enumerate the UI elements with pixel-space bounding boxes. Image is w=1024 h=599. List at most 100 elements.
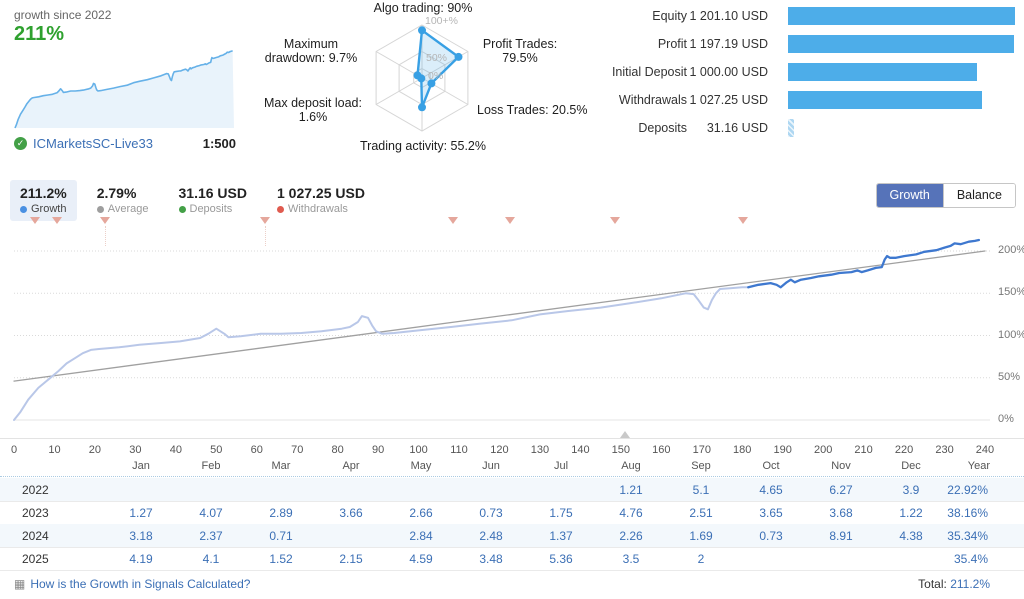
x-tick-label: 190 xyxy=(773,444,792,456)
withdrawal-marker-icon xyxy=(100,217,111,224)
withdrawal-marker-icon xyxy=(51,217,62,224)
growth-tab-button[interactable]: Growth xyxy=(876,184,943,207)
x-tick-label: 110 xyxy=(450,444,468,456)
x-tick-label: 20 xyxy=(88,444,102,456)
balance-tab-button[interactable]: Balance xyxy=(942,184,1015,207)
table-month-value: 2.51 xyxy=(689,506,713,520)
radar-tick-100: 100+% xyxy=(425,15,458,27)
table-year-label: 2025 xyxy=(22,552,49,566)
x-tick-label: 60 xyxy=(250,444,263,456)
table-month-value: 2 xyxy=(697,552,705,566)
table-month-value: 3.66 xyxy=(339,506,363,520)
growth-sparkline-chart xyxy=(14,49,234,129)
balance-bar-row-withdrawals: Withdrawals 1 027.25 USD xyxy=(600,91,1024,109)
table-month-value: 5.1 xyxy=(692,483,710,497)
withdrawal-marker-icon xyxy=(505,217,515,224)
table-month-value: 2.48 xyxy=(479,529,503,543)
table-year-label: 2022 xyxy=(22,483,49,497)
balance-bar-row-equity: Equity 1 201.10 USD xyxy=(600,7,1024,25)
leverage-value: 1:500 xyxy=(202,136,236,151)
y-tick-label: 150% xyxy=(998,286,1024,299)
bar-fill xyxy=(788,119,794,137)
bar-track xyxy=(788,7,1015,25)
y-tick-label: 100% xyxy=(998,328,1024,341)
radar-label-profit-trades: Profit Trades: 79.5% xyxy=(482,37,558,65)
x-tick-label: 170 xyxy=(692,444,711,456)
performance-radar-section: Algo trading: 90% Profit Trades: 79.5% Lo… xyxy=(248,0,600,170)
bar-track xyxy=(788,63,1015,81)
account-row: ✓ ICMarketsSC-Live33 1:500 xyxy=(14,136,236,151)
balance-bar-row-deposits: Deposits 31.16 USD xyxy=(600,119,1024,137)
growth-since-label: growth since 2022 xyxy=(14,8,112,22)
stat-average[interactable]: 2.79% Average xyxy=(96,185,149,215)
x-tick-label: 40 xyxy=(169,444,182,456)
table-row: 2022 1.21 5.1 4.65 6.27 3.9 22.92% xyxy=(0,478,1024,502)
footer-link-wrap: ▦ How is the Growth in Signals Calculate… xyxy=(14,577,250,591)
y-tick-label: 50% xyxy=(998,370,1021,383)
table-month-value: 4.1 xyxy=(202,552,220,566)
bar-value: 1 201.10 USD xyxy=(689,9,768,23)
stat-deposits[interactable]: 31.16 USD Deposits xyxy=(178,185,247,215)
x-tick-label: 10 xyxy=(48,444,61,456)
table-month-value: 1.52 xyxy=(269,552,293,566)
x-tick-label: 140 xyxy=(571,444,590,456)
bar-label: Deposits xyxy=(638,121,687,135)
table-month-value: 4.07 xyxy=(199,506,223,520)
table-month-value: 2.37 xyxy=(199,529,223,543)
help-grid-icon: ▦ xyxy=(14,577,26,591)
table-month-value: 8.91 xyxy=(829,529,853,543)
month-label: Dec xyxy=(901,460,921,472)
x-tick-label: 150 xyxy=(611,444,631,456)
bar-value: 31.16 USD xyxy=(706,121,768,135)
table-month-value: 6.27 xyxy=(829,483,853,497)
table-month-value: 1.21 xyxy=(619,483,643,497)
verified-check-icon: ✓ xyxy=(14,137,27,150)
growth-value: 211% xyxy=(14,23,65,45)
table-month-value: 5.36 xyxy=(549,552,573,566)
radar-tick-50: 50% xyxy=(426,52,448,64)
x-tick-label: 200 xyxy=(813,444,833,456)
average-dot-icon xyxy=(96,205,104,213)
month-label: Year xyxy=(967,460,990,472)
bar-track xyxy=(788,35,1015,53)
month-label: May xyxy=(410,460,432,472)
radar-label-loss-trades: Loss Trades: 20.5% xyxy=(477,103,588,117)
table-month-value: 2.89 xyxy=(269,506,293,520)
marker-trace xyxy=(105,226,107,246)
bar-fill xyxy=(788,63,978,81)
bar-fill xyxy=(788,91,983,109)
x-tick-label: 80 xyxy=(331,444,344,456)
growth-chart-section: 0% 50% 100% 150% 200% 0 10 20 30 40 50 60 70 80 90 100… xyxy=(0,213,1024,476)
table-month-value: 3.68 xyxy=(829,506,853,520)
table-year-total: 35.34% xyxy=(947,529,988,543)
stat-withdrawals[interactable]: 1 027.25 USD Withdrawals xyxy=(276,185,365,215)
x-tick-label: 210 xyxy=(854,444,873,456)
account-link[interactable]: ICMarketsSC-Live33 xyxy=(33,136,153,151)
x-tick-label: 130 xyxy=(530,444,550,456)
bar-label: Withdrawals xyxy=(618,93,687,107)
month-label: Jul xyxy=(553,460,569,472)
x-tick-label: 70 xyxy=(291,444,304,456)
table-month-value: 0.71 xyxy=(269,529,293,543)
table-month-value: 3.5 xyxy=(622,552,640,566)
x-tick-label: 240 xyxy=(975,444,995,456)
month-label: Mar xyxy=(271,460,291,472)
radar-label-maximum-drawdown: Maximum drawdown: 9.7% xyxy=(264,37,358,65)
table-month-value: 3.9 xyxy=(902,483,920,497)
month-label: Sep xyxy=(691,460,711,472)
x-tick-label: 180 xyxy=(733,444,752,456)
withdrawal-marker-icon xyxy=(259,217,270,224)
stat-growth[interactable]: 211.2% Growth xyxy=(10,180,77,221)
table-year-total: 35.4% xyxy=(953,552,988,566)
table-month-value: 1.22 xyxy=(899,506,923,520)
table-month-value: 2.84 xyxy=(409,529,433,543)
withdrawal-marker-icon xyxy=(609,217,620,224)
table-row: 2025 4.19 4.1 1.52 2.15 4.59 3.48 5.36 3.5 2 35.4% xyxy=(0,547,1024,571)
growth-help-link[interactable]: How is the Growth in Signals Calculated? xyxy=(30,577,251,591)
growth-summary-card: growth since 2022 211% ✓ ICMarketsSC-Liv… xyxy=(14,8,236,158)
month-label: Oct xyxy=(762,460,780,472)
growth-chart xyxy=(13,238,990,421)
chart-scroll-marker[interactable] xyxy=(619,431,630,438)
withdrawals-dot-icon xyxy=(276,205,284,213)
table-month-value: 1.27 xyxy=(129,506,153,520)
